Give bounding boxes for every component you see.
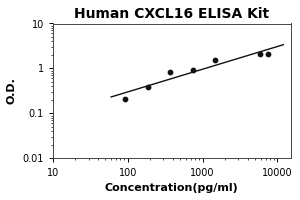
X-axis label: Concentration(pg/ml): Concentration(pg/ml) xyxy=(105,183,239,193)
Point xyxy=(168,71,173,74)
Point xyxy=(213,58,218,62)
Point xyxy=(190,69,195,72)
Point xyxy=(265,52,270,56)
Title: Human CXCL16 ELISA Kit: Human CXCL16 ELISA Kit xyxy=(74,7,269,21)
Point xyxy=(258,52,263,55)
Y-axis label: O.D.: O.D. xyxy=(7,78,17,104)
Point xyxy=(123,97,128,101)
Point xyxy=(146,86,150,89)
